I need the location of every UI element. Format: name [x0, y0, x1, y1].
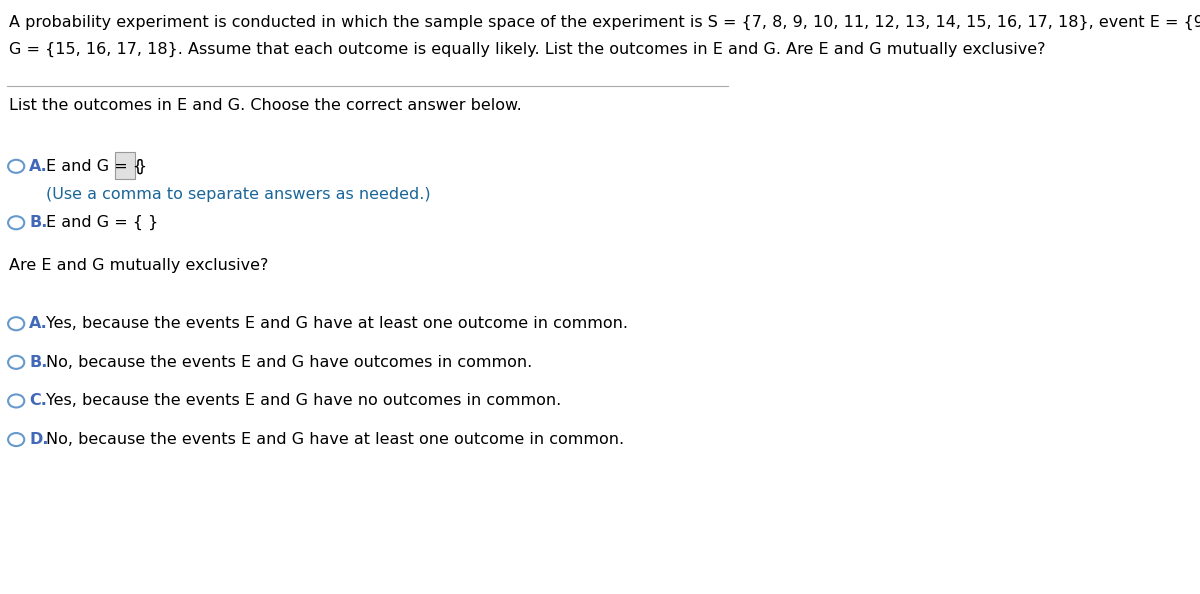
Text: Yes, because the events E and G have no outcomes in common.: Yes, because the events E and G have no … [46, 393, 560, 409]
Text: Are E and G mutually exclusive?: Are E and G mutually exclusive? [8, 258, 269, 273]
Text: A.: A. [30, 316, 48, 331]
Text: B.: B. [30, 215, 48, 230]
Text: Yes, because the events E and G have at least one outcome in common.: Yes, because the events E and G have at … [46, 316, 628, 331]
Text: (Use a comma to separate answers as needed.): (Use a comma to separate answers as need… [46, 187, 431, 203]
Text: C.: C. [30, 393, 47, 409]
Text: No, because the events E and G have at least one outcome in common.: No, because the events E and G have at l… [46, 432, 624, 447]
Text: E and G = { }: E and G = { } [46, 215, 158, 230]
Text: No, because the events E and G have outcomes in common.: No, because the events E and G have outc… [46, 355, 532, 370]
Text: A.: A. [30, 159, 48, 174]
Text: List the outcomes in E and G. Choose the correct answer below.: List the outcomes in E and G. Choose the… [8, 98, 522, 113]
Text: B.: B. [30, 355, 48, 370]
Text: E and G = {: E and G = { [46, 159, 143, 174]
Text: A probability experiment is conducted in which the sample space of the experimen: A probability experiment is conducted in… [8, 15, 1200, 30]
FancyBboxPatch shape [115, 152, 136, 179]
Text: }: } [136, 159, 146, 174]
Text: G = {15, 16, 17, 18}. Assume that each outcome is equally likely. List the outco: G = {15, 16, 17, 18}. Assume that each o… [8, 42, 1045, 57]
Text: D.: D. [30, 432, 49, 447]
